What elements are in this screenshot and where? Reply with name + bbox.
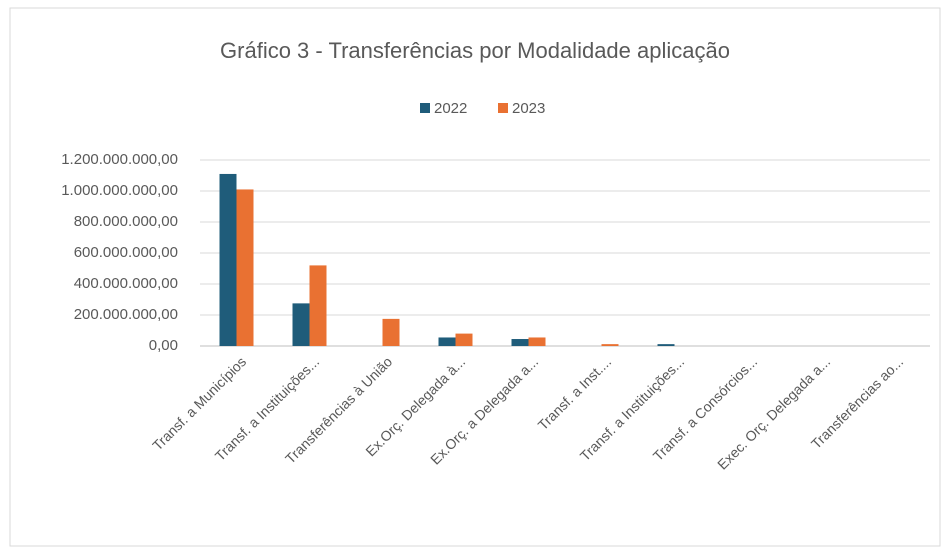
bar <box>382 318 400 346</box>
chart-title: Gráfico 3 - Transferências por Modalidad… <box>220 38 730 63</box>
legend-swatch <box>420 103 430 113</box>
bar <box>292 303 310 346</box>
legend-label: 2023 <box>512 100 545 117</box>
y-tick-label: 600.000.000,00 <box>74 244 178 261</box>
y-tick-label: 400.000.000,00 <box>74 275 178 292</box>
y-tick-label: 200.000.000,00 <box>74 306 178 323</box>
bar <box>601 344 619 346</box>
bar <box>438 337 456 346</box>
bar <box>219 173 237 346</box>
legend-swatch <box>498 103 508 113</box>
bar <box>236 189 254 346</box>
bar <box>511 339 529 346</box>
chart-frame <box>9 7 941 547</box>
y-tick-label: 1.000.000.000,00 <box>61 182 178 199</box>
y-tick-label: 1.200.000.000,00 <box>61 151 178 168</box>
bar <box>657 344 675 346</box>
y-tick-label: 0,00 <box>149 337 178 354</box>
bar <box>528 337 546 346</box>
legend-label: 2022 <box>434 100 467 117</box>
bar <box>455 333 473 346</box>
bar <box>309 265 327 346</box>
y-tick-label: 800.000.000,00 <box>74 213 178 230</box>
